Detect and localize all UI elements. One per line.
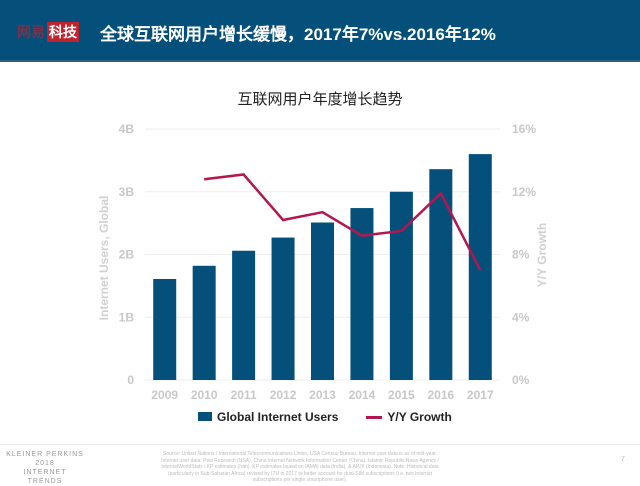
brand-line: KLEINER PERKINS [6,451,84,458]
line-swatch [366,416,383,420]
x-tick-label: 2012 [270,388,297,402]
legend-label: Global Internet Users [217,410,339,424]
slide-title: 全球互联网用户增长缓慢，2017年7%vs.2016年12% [100,25,496,44]
page-number: 7 [621,456,625,463]
slide-header: 网易 科技 全球互联网用户增长缓慢，2017年7%vs.2016年12% [0,0,640,62]
y2-tick-label: 12% [512,185,536,199]
bar [311,222,334,380]
bar [429,169,453,380]
y-tick-label: 0 [127,373,134,387]
x-tick-label: 2010 [191,388,218,402]
bar [153,278,177,380]
y-tick-label: 3B [119,185,135,199]
x-tick-label: 2011 [231,388,257,402]
bar [389,191,413,380]
x-tick-label: 2009 [151,388,178,402]
x-tick-label: 2016 [427,388,454,402]
y2-tick-label: 0% [512,373,530,387]
chart-title: 互联网用户年度增长趋势 [237,91,403,108]
source-note: Source: United Nations / International T… [161,451,439,483]
x-tick-label: 2015 [388,388,415,402]
brand-line: INTERNET TRENDS [23,469,67,485]
legend-item-users: Global Internet Users [198,410,338,424]
bar [232,250,256,380]
legend-item-growth: Y/Y Growth [366,410,452,424]
y2-tick-label: 8% [512,248,530,262]
bar [271,237,295,380]
legend-label: Y/Y Growth [387,410,452,424]
y2-axis-label: Y/Y Growth [535,223,549,287]
y-tick-label: 1B [119,310,135,324]
x-tick-label: 2017 [467,388,494,402]
brand-line: 2018 [35,460,55,467]
y-tick-label: 2B [119,248,135,262]
kp-brand: KLEINER PERKINS 2018 INTERNET TRENDS [5,450,85,486]
x-tick-label: 2014 [349,388,376,402]
y-tick-label: 4B [119,122,135,136]
logo-text: 网易 [17,24,45,40]
logo-badge: 科技 [47,22,79,42]
legend: Global Internet Users Y/Y Growth [198,410,452,424]
y2-tick-label: 4% [512,310,530,324]
bar-swatch [198,412,212,421]
growth-line [204,173,482,271]
bar [192,265,216,380]
netease-tech-logo: 网易 科技 [17,22,79,42]
bar [468,154,492,380]
bar [350,208,374,380]
y2-tick-label: 16% [512,122,536,136]
footer-divider [0,444,640,445]
y-axis-label: Internet Users, Global [97,196,111,321]
x-tick-label: 2013 [309,388,336,402]
